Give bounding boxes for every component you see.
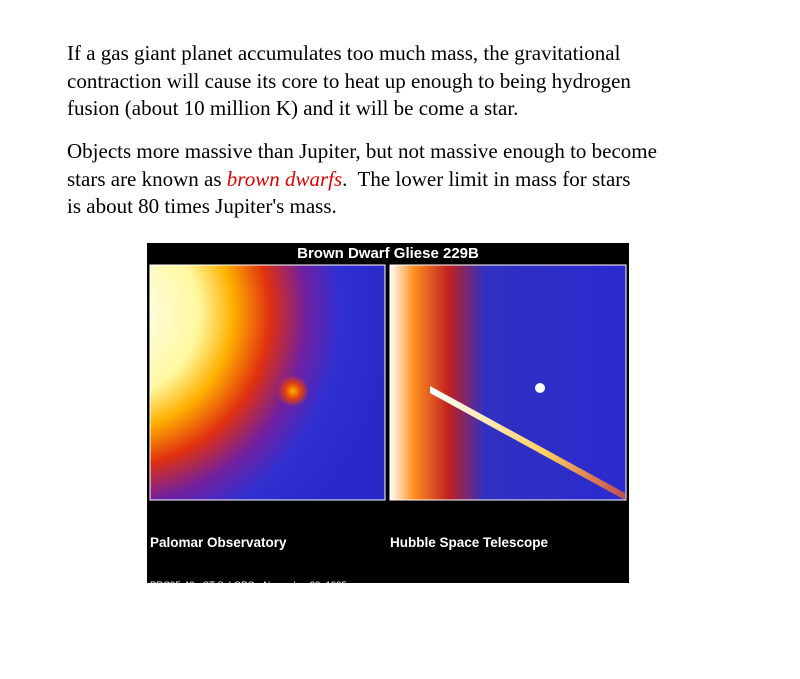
text-line: is about 80 times Jupiter's mass. xyxy=(67,193,657,221)
text-line: If a gas giant planet accumulates too mu… xyxy=(67,40,631,68)
text-run: Objects more massive than Jupiter, but n… xyxy=(67,139,657,163)
caption-line: Discovery Image xyxy=(150,583,251,598)
caption-line: Wide Field Planetary Camera 2 xyxy=(390,583,578,598)
paragraph: If a gas giant planet accumulates too mu… xyxy=(67,40,631,123)
text-line: stars are known as brown dwarfs. The low… xyxy=(67,166,657,194)
paragraph: Objects more massive than Jupiter, but n… xyxy=(67,138,657,221)
credit-line: PRC95-48 · ST ScI OPO · November 29, 199… xyxy=(150,580,347,591)
credit-line: T. Nakajima and S. Kulkarni (CalTech), S… xyxy=(150,616,507,627)
text-run: If a gas giant planet accumulates too mu… xyxy=(67,41,621,65)
text-run: stars are known as xyxy=(67,166,227,191)
slide: {"paragraphs": [ {"lines": [ [{"text": "… xyxy=(67,40,657,646)
text-run: fusion (about 10 million K) and it will … xyxy=(67,96,519,120)
credits: PRC95-48 · ST ScI OPO · November 29, 199… xyxy=(150,556,506,652)
figure: Brown Dwarf Gliese 229B Palomar Observat… xyxy=(147,243,629,646)
caption-line: Palomar Observatory xyxy=(150,535,287,550)
text-line: contraction will cause its core to heat … xyxy=(67,68,631,96)
emphasized-term: brown dwarfs xyxy=(226,166,343,191)
figure-image xyxy=(149,264,627,501)
figure-title: Brown Dwarf Gliese 229B xyxy=(297,245,479,262)
text-run: is about 80 times Jupiter's mass. xyxy=(67,194,337,218)
text-run: . The lower limit in mass for stars xyxy=(342,166,631,191)
caption-line: Hubble Space Telescope xyxy=(390,535,549,550)
text-line: fusion (about 10 million K) and it will … xyxy=(67,95,631,123)
text-run: contraction will cause its core to heat … xyxy=(67,68,631,93)
text-line: Objects more massive than Jupiter, but n… xyxy=(67,138,657,166)
